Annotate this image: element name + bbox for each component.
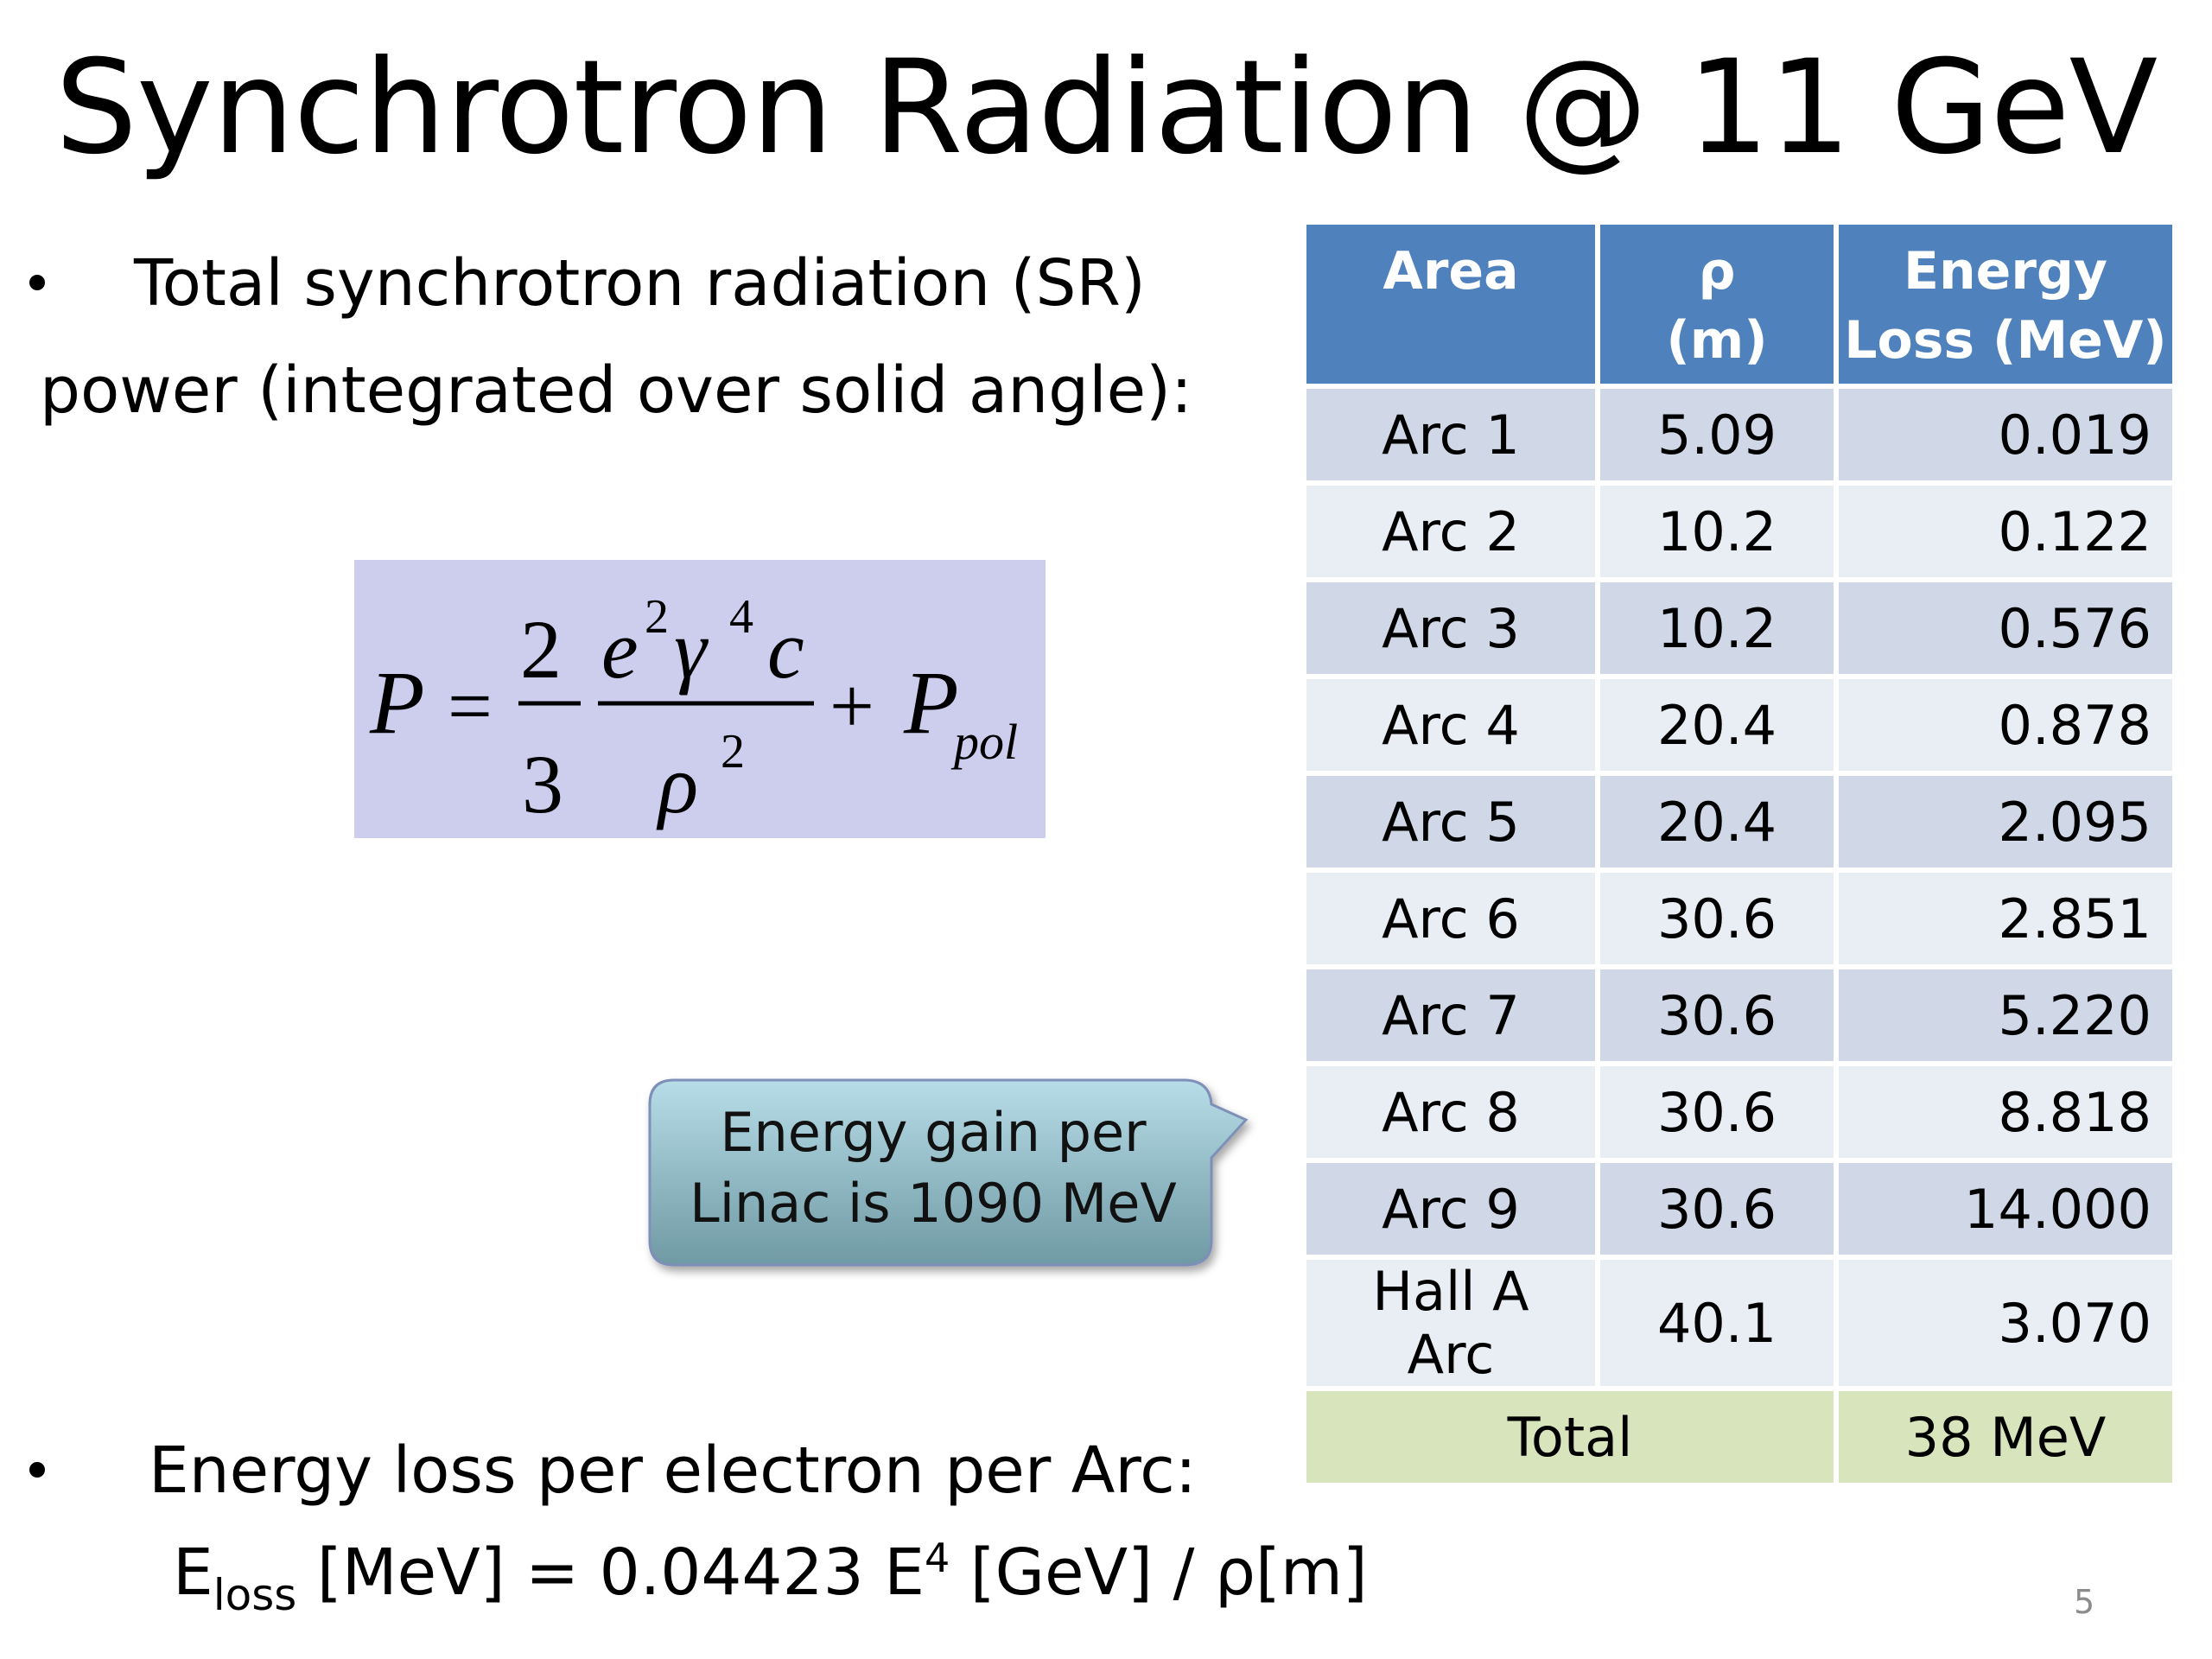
cell-area: Arc 8 bbox=[1306, 1066, 1595, 1158]
bullet-point bbox=[29, 275, 45, 290]
cell-energy-loss: 2.851 bbox=[1839, 873, 2172, 964]
header-loss-line1: Energy bbox=[1903, 241, 2108, 302]
energy-gain-callout: Energy gain per Linac is 1090 MeV bbox=[648, 1078, 1249, 1268]
formula-num-e: e bbox=[601, 603, 639, 696]
eloss-subscript: loss bbox=[213, 1570, 297, 1620]
formula-num-c: c bbox=[767, 603, 804, 696]
table-row: Arc 7 30.6 5.220 bbox=[1306, 969, 2172, 1061]
slide-number: 5 bbox=[2074, 1583, 2095, 1621]
header-energy-loss: Energy Loss (MeV) bbox=[1839, 225, 2172, 384]
table-row: Arc 2 10.2 0.122 bbox=[1306, 486, 2172, 577]
cell-rho: 30.6 bbox=[1600, 873, 1834, 964]
cell-rho: 30.6 bbox=[1600, 1066, 1834, 1158]
eloss-power: 4 bbox=[924, 1535, 950, 1581]
formula-coef-den: 3 bbox=[522, 738, 563, 830]
cell-area: Arc 2 bbox=[1306, 486, 1595, 577]
cell-energy-loss: 2.095 bbox=[1839, 776, 2172, 868]
cell-energy-loss: 0.122 bbox=[1839, 486, 2172, 577]
energy-loss-formula: Eloss [MeV] = 0.04423 E4 [GeV] / ρ[m] bbox=[173, 1529, 1368, 1617]
header-rho-symbol: ρ bbox=[1698, 241, 1736, 302]
sr-power-formula: P = 2 3 e 2 γ 4 c ρ 2 + P pol bbox=[354, 560, 1046, 838]
cell-rho: 5.09 bbox=[1600, 389, 1834, 480]
formula-num-gamma-exp: 4 bbox=[729, 590, 753, 644]
formula-den-rho-exp: 2 bbox=[721, 725, 745, 779]
cell-energy-loss: 14.000 bbox=[1839, 1163, 2172, 1255]
formula-plus: + bbox=[830, 662, 874, 750]
formula-equals: = bbox=[448, 662, 493, 750]
formula-p-pol-sub: pol bbox=[950, 714, 1018, 770]
formula-lhs: P bbox=[369, 653, 425, 753]
cell-area: Arc 7 bbox=[1306, 969, 1595, 1061]
header-rho: ρ (m) bbox=[1600, 225, 1834, 384]
cell-energy-loss: 0.576 bbox=[1839, 582, 2172, 674]
sr-power-text-line2: power (integrated over solid angle): bbox=[40, 353, 1192, 428]
cell-energy-loss: 3.070 bbox=[1839, 1260, 2172, 1386]
table-row: Arc 5 20.4 2.095 bbox=[1306, 776, 2172, 868]
cell-area: Arc 1 bbox=[1306, 389, 1595, 480]
cell-energy-loss: 0.019 bbox=[1839, 389, 2172, 480]
bullet-point bbox=[29, 1462, 45, 1478]
cell-rho: 10.2 bbox=[1600, 486, 1834, 577]
cell-area: Arc 6 bbox=[1306, 873, 1595, 964]
cell-rho: 40.1 bbox=[1600, 1260, 1834, 1386]
cell-rho: 10.2 bbox=[1600, 582, 1834, 674]
header-rho-unit: (m) bbox=[1666, 310, 1768, 371]
formula-den-rho: ρ bbox=[656, 738, 698, 830]
formula-num-gamma: γ bbox=[674, 603, 709, 696]
cell-rho: 30.6 bbox=[1600, 969, 1834, 1061]
cell-energy-loss: 0.878 bbox=[1839, 679, 2172, 771]
table-row: Arc 8 30.6 8.818 bbox=[1306, 1066, 2172, 1158]
eloss-tail: [GeV] / ρ[m] bbox=[950, 1535, 1368, 1610]
table-body: Arc 1 5.09 0.019 Arc 2 10.2 0.122 Arc 3 10.2 0.5… bbox=[1306, 389, 2172, 1483]
header-area: Area bbox=[1306, 225, 1595, 384]
formula-p-pol: P bbox=[903, 653, 959, 753]
total-value: 38 MeV bbox=[1839, 1391, 2172, 1483]
cell-rho: 30.6 bbox=[1600, 1163, 1834, 1255]
cell-energy-loss: 8.818 bbox=[1839, 1066, 2172, 1158]
table-row: Arc 9 30.6 14.000 bbox=[1306, 1163, 2172, 1255]
slide-title: Synchrotron Radiation @ 11 GeV bbox=[54, 33, 2158, 183]
table-row: Hall A Arc 40.1 3.070 bbox=[1306, 1260, 2172, 1386]
callout-line1: Energy gain per bbox=[720, 1101, 1147, 1164]
cell-rho: 20.4 bbox=[1600, 776, 1834, 868]
cell-area: Arc 5 bbox=[1306, 776, 1595, 868]
energy-loss-intro: Energy loss per electron per Arc: bbox=[149, 1433, 1197, 1508]
eloss-middle: [MeV] = 0.04423 E bbox=[296, 1535, 925, 1610]
energy-loss-table: Area ρ (m) Energy Loss (MeV) Arc 1 5.09 0.… bbox=[1301, 219, 2177, 1488]
cell-area: Arc 9 bbox=[1306, 1163, 1595, 1255]
cell-area: Arc 3 bbox=[1306, 582, 1595, 674]
table-row: Arc 4 20.4 0.878 bbox=[1306, 679, 2172, 771]
cell-rho: 20.4 bbox=[1600, 679, 1834, 771]
header-loss-line2: Loss (MeV) bbox=[1844, 310, 2167, 371]
callout-line2: Linac is 1090 MeV bbox=[690, 1172, 1177, 1235]
table-row: Arc 6 30.6 2.851 bbox=[1306, 873, 2172, 964]
table-header-row: Area ρ (m) Energy Loss (MeV) bbox=[1306, 225, 2172, 384]
cell-area: Arc 4 bbox=[1306, 679, 1595, 771]
cell-energy-loss: 5.220 bbox=[1839, 969, 2172, 1061]
cell-area: Hall A Arc bbox=[1306, 1260, 1595, 1386]
formula-num-e-exp: 2 bbox=[645, 590, 669, 644]
table-row: Arc 1 5.09 0.019 bbox=[1306, 389, 2172, 480]
table-row: Arc 3 10.2 0.576 bbox=[1306, 582, 2172, 674]
table-total-row: Total 38 MeV bbox=[1306, 1391, 2172, 1483]
callout-shape bbox=[648, 1078, 1249, 1267]
total-label: Total bbox=[1306, 1391, 1834, 1483]
sr-power-text-line1: Total synchrotron radiation (SR) bbox=[134, 246, 1146, 321]
eloss-symbol: E bbox=[173, 1535, 213, 1610]
formula-coef-num: 2 bbox=[520, 603, 562, 696]
